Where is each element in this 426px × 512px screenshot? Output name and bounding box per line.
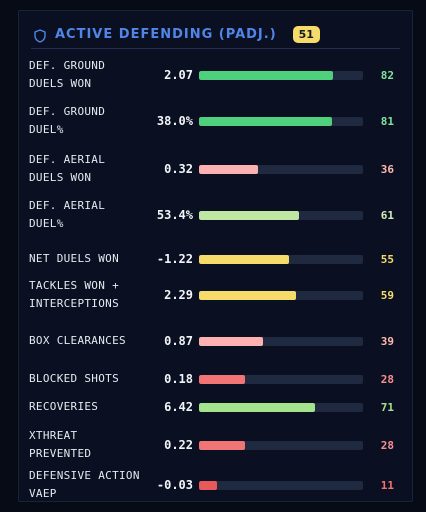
percentile-bar-track [199,211,363,220]
metric-label: DEF. GROUND DUEL% [29,105,106,136]
percentile-bar-fill [199,403,316,412]
metric-value: 6.42 [164,400,193,414]
shield-icon [33,28,47,43]
percentile-bar-track [199,375,363,384]
metric-label: RECOVERIES [29,400,99,413]
panel-header: ACTIVE DEFENDING (PADJ.) 51 [31,21,400,49]
metric-label: NET DUELS WON [29,252,119,265]
metric-value: 38.0% [156,114,193,128]
metric-label: XTHREAT PREVENTED [29,429,92,460]
score-badge: 51 [292,26,320,43]
metric-value: 0.18 [164,372,193,386]
metrics-list: DEF. GROUND DUELS WON 2.07 82 DEF. GROUND D… [29,55,402,501]
metric-label: BOX CLEARANCES [29,334,126,347]
percentile-bar-fill [199,291,296,300]
percentile-value: 81 [380,114,394,128]
percentile-value: 55 [380,252,394,266]
percentile-value: 61 [380,208,394,222]
percentile-bar-track [199,291,363,300]
metric-row: BOX CLEARANCES 0.87 39 [29,321,402,361]
percentile-bar-fill [199,375,245,384]
metric-row: DEFENSIVE ACTION VAEP -0.03 11 [29,465,402,505]
active-defending-panel: ACTIVE DEFENDING (PADJ.) 51 DEF. GROUND … [18,10,413,502]
percentile-value: 28 [380,372,394,386]
percentile-bar-track [199,441,363,450]
percentile-bar-fill [199,441,245,450]
metric-label: DEF. GROUND DUELS WON [29,59,106,90]
metric-value: 0.22 [164,438,193,452]
percentile-value: 39 [380,334,394,348]
metric-label: TACKLES WON + INTERCEPTIONS [29,279,119,310]
metric-row: XTHREAT PREVENTED 0.22 28 [29,425,402,465]
metric-row: BLOCKED SHOTS 0.18 28 [29,359,402,399]
percentile-bar-fill [199,71,334,80]
percentile-value: 82 [380,68,394,82]
percentile-value: 11 [380,478,394,492]
metric-row: DEF. AERIAL DUEL% 53.4% 61 [29,195,402,235]
metric-row: NET DUELS WON -1.22 55 [29,239,402,279]
metric-row: DEF. GROUND DUELS WON 2.07 82 [29,55,402,95]
percentile-bar-fill [199,165,259,174]
percentile-bar-fill [199,337,263,346]
percentile-bar-track [199,255,363,264]
percentile-bar-fill [199,117,332,126]
metric-label: BLOCKED SHOTS [29,372,119,385]
percentile-value: 36 [380,162,394,176]
panel-title: ACTIVE DEFENDING (PADJ.) [55,27,277,42]
percentile-bar-fill [199,211,300,220]
percentile-value: 28 [380,438,394,452]
metric-value: 2.07 [164,68,193,82]
percentile-value: 59 [380,288,394,302]
metric-value: -1.22 [156,252,193,266]
percentile-bar-track [199,337,363,346]
percentile-bar-track [199,71,363,80]
percentile-bar-track [199,481,363,490]
metric-row: DEF. GROUND DUEL% 38.0% 81 [29,101,402,141]
metric-value: -0.03 [156,478,193,492]
metric-value: 0.32 [164,162,193,176]
percentile-value: 71 [380,400,394,414]
metric-label: DEF. AERIAL DUELS WON [29,153,106,184]
percentile-bar-fill [199,255,290,264]
metric-label: DEFENSIVE ACTION VAEP [29,469,140,500]
metric-row: RECOVERIES 6.42 71 [29,387,402,427]
metric-value: 0.87 [164,334,193,348]
percentile-bar-track [199,403,363,412]
metric-row: TACKLES WON + INTERCEPTIONS 2.29 59 [29,275,402,315]
metric-value: 2.29 [164,288,193,302]
percentile-bar-track [199,165,363,174]
metric-value: 53.4% [156,208,193,222]
metric-label: DEF. AERIAL DUEL% [29,199,106,230]
percentile-bar-track [199,117,363,126]
metric-row: DEF. AERIAL DUELS WON 0.32 36 [29,149,402,189]
percentile-bar-fill [199,481,218,490]
